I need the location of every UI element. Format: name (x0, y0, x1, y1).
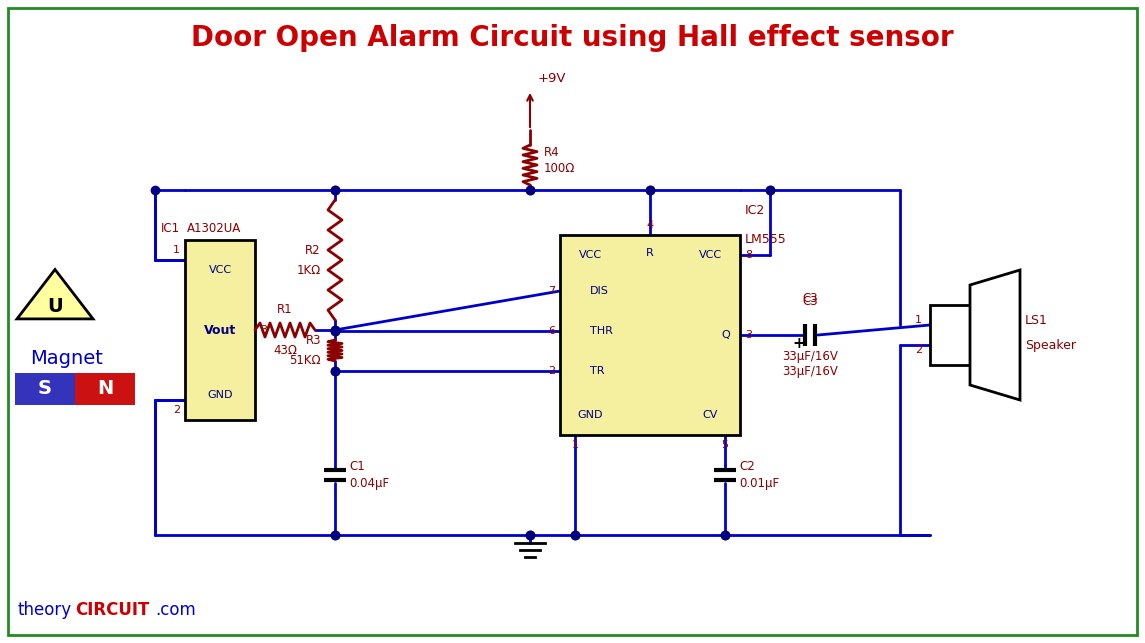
Text: 8: 8 (745, 250, 752, 260)
Text: Vout: Vout (204, 323, 236, 336)
Polygon shape (970, 270, 1020, 400)
Text: IC2: IC2 (745, 204, 765, 217)
Text: 2: 2 (547, 366, 555, 376)
Text: VCC: VCC (208, 265, 231, 275)
Text: R3: R3 (306, 334, 321, 347)
Text: A1302UA: A1302UA (187, 222, 242, 235)
Text: IC1: IC1 (161, 222, 180, 235)
Text: DIS: DIS (590, 286, 609, 296)
Text: Magnet: Magnet (30, 349, 103, 368)
Text: Door Open Alarm Circuit using Hall effect sensor: Door Open Alarm Circuit using Hall effec… (191, 24, 954, 52)
Text: C1: C1 (349, 460, 365, 473)
Text: 33µF/16V: 33µF/16V (782, 350, 838, 363)
Bar (76, 373, 135, 405)
Text: 3: 3 (745, 330, 752, 340)
Text: 0.04µF: 0.04µF (349, 476, 389, 489)
Text: 100Ω: 100Ω (544, 161, 576, 174)
Text: R: R (646, 248, 654, 258)
Text: 2: 2 (915, 345, 922, 355)
Text: 6: 6 (548, 326, 555, 336)
Polygon shape (17, 269, 93, 319)
Bar (185, 240, 255, 420)
Text: 5: 5 (721, 440, 728, 450)
Text: 3: 3 (260, 325, 267, 335)
Text: 4: 4 (647, 220, 654, 230)
Bar (560, 235, 740, 435)
Text: VCC: VCC (698, 250, 721, 260)
Text: THR: THR (590, 326, 613, 336)
Text: theory: theory (18, 601, 72, 619)
Text: .com: .com (155, 601, 196, 619)
Text: Q: Q (721, 330, 731, 340)
Bar (15, 373, 76, 405)
Text: 1KΩ: 1KΩ (297, 264, 321, 276)
Text: 33µF/16V: 33µF/16V (782, 365, 838, 378)
Text: CIRCUIT: CIRCUIT (76, 601, 149, 619)
Text: +9V: +9V (538, 71, 567, 84)
Text: 2: 2 (173, 405, 180, 415)
Text: 51KΩ: 51KΩ (290, 354, 321, 367)
Text: 1: 1 (915, 315, 922, 325)
Text: 7: 7 (547, 286, 555, 296)
Text: C3: C3 (803, 292, 818, 305)
Text: U: U (47, 296, 63, 316)
Text: N: N (97, 379, 113, 399)
Text: +: + (792, 336, 805, 350)
Text: R2: R2 (306, 244, 321, 257)
Text: R4: R4 (544, 145, 560, 159)
Text: LS1: LS1 (1025, 314, 1048, 327)
Text: Speaker: Speaker (1025, 338, 1076, 352)
Text: C2: C2 (739, 460, 755, 473)
Bar (930, 305, 970, 365)
Text: 43Ω: 43Ω (273, 344, 297, 357)
Text: TR: TR (590, 366, 605, 376)
Text: C3: C3 (803, 295, 818, 308)
Text: 1: 1 (571, 440, 578, 450)
Text: VCC: VCC (578, 250, 601, 260)
Text: 1: 1 (173, 245, 180, 255)
Text: GND: GND (207, 390, 232, 400)
Text: LM555: LM555 (745, 233, 787, 246)
Text: R1: R1 (277, 303, 293, 316)
Text: 0.01µF: 0.01µF (739, 476, 779, 489)
Text: S: S (38, 379, 52, 399)
Text: CV: CV (702, 410, 718, 420)
Text: GND: GND (577, 410, 602, 420)
